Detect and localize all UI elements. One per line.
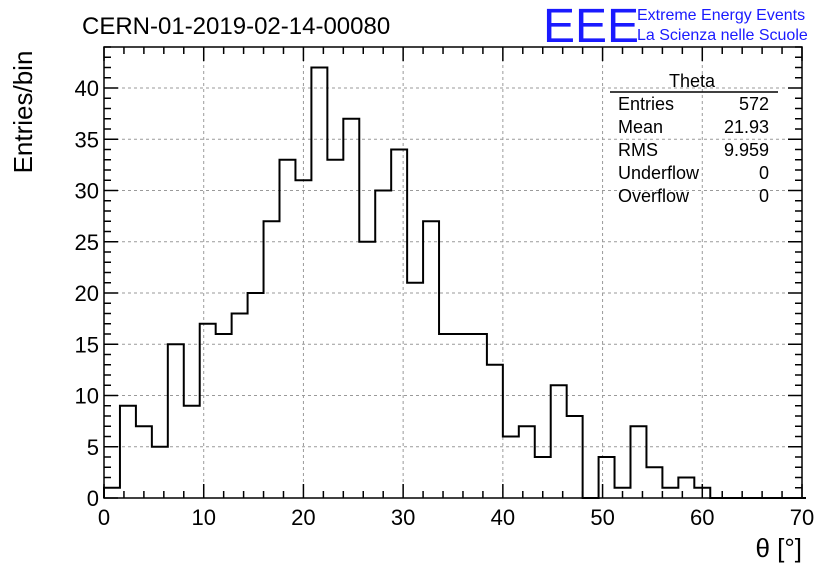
y-tick-label: 10 [75,384,99,409]
x-tick-label: 70 [790,505,814,530]
y-tick-labels: 0 5 10 15 20 25 30 35 40 [75,76,99,511]
eee-logo: EEE [543,0,639,53]
x-tick-label: 30 [391,505,415,530]
stats-box: Theta Entries 572 Mean 21.93 RMS 9.959 U… [610,71,778,206]
logo-line-1: Extreme Energy Events [637,7,805,24]
y-tick-label: 15 [75,332,99,357]
x-tick-labels: 0 10 20 30 40 50 60 70 [98,505,814,530]
y-tick-label: 30 [75,179,99,204]
y-tick-label: 0 [87,486,99,511]
stats-label-underflow: Underflow [618,163,700,183]
x-tick-label: 0 [98,505,110,530]
plot-frame [103,46,803,499]
stats-label-overflow: Overflow [618,186,690,206]
x-axis-title: θ [°] [755,533,802,563]
grid-lines [104,47,802,498]
histogram-step-line [103,66,806,499]
stats-label-mean: Mean [618,117,663,137]
x-tick-label: 10 [191,505,215,530]
run-title: CERN-01-2019-02-14-00080 [82,13,390,40]
y-tick-label: 20 [75,281,99,306]
x-tick-label: 60 [690,505,714,530]
stats-value-entries: 572 [739,94,769,114]
stats-value-underflow: 0 [759,163,769,183]
x-tick-label: 40 [491,505,515,530]
stats-label-rms: RMS [618,140,658,160]
y-tick-label: 25 [75,230,99,255]
y-tick-label: 40 [75,76,99,101]
y-tick-label: 5 [87,435,99,460]
x-tick-label: 20 [291,505,315,530]
stats-value-overflow: 0 [759,186,769,206]
axis-ticks [103,46,803,499]
y-axis-title: Entries/bin [8,51,38,174]
logo-line-2: La Scienza nelle Scuole [637,27,808,44]
stats-title: Theta [669,71,716,91]
stats-value-rms: 9.959 [724,140,769,160]
stats-value-mean: 21.93 [724,117,769,137]
x-tick-label: 50 [590,505,614,530]
y-tick-label: 35 [75,127,99,152]
stats-label-entries: Entries [618,94,674,114]
